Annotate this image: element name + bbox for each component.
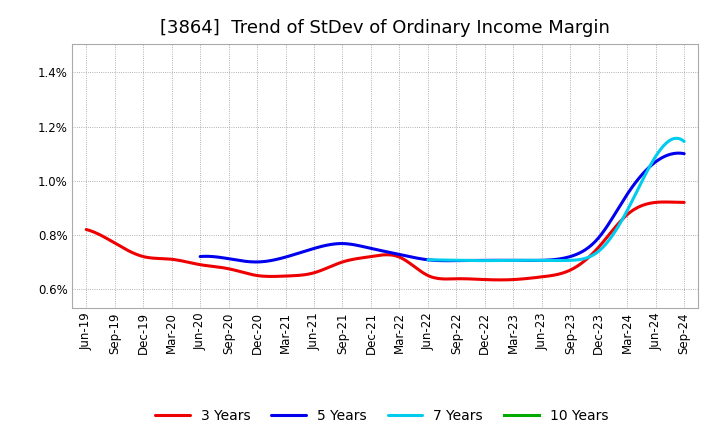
7 Years <box>672 136 681 141</box>
5 Years <box>196 254 204 259</box>
7 Years <box>577 257 585 262</box>
7 Years <box>640 173 649 178</box>
7 Years <box>425 257 433 262</box>
3 Years <box>436 276 444 281</box>
5 Years <box>636 174 645 179</box>
3 Years <box>496 277 505 282</box>
3 Years <box>84 227 93 233</box>
Line: 5 Years: 5 Years <box>200 153 684 262</box>
5 Years <box>675 150 683 156</box>
5 Years <box>494 258 503 263</box>
5 Years <box>253 259 261 264</box>
7 Years <box>423 257 432 262</box>
5 Years <box>197 254 206 259</box>
3 Years <box>588 251 596 257</box>
3 Years <box>448 276 456 282</box>
7 Years <box>657 146 665 151</box>
3 Years <box>438 276 446 282</box>
Title: [3864]  Trend of StDev of Ordinary Income Margin: [3864] Trend of StDev of Ordinary Income… <box>161 19 610 37</box>
3 Years <box>82 227 91 232</box>
7 Years <box>581 256 590 261</box>
Line: 7 Years: 7 Years <box>428 138 684 260</box>
5 Years <box>606 220 614 225</box>
5 Years <box>680 151 688 156</box>
5 Years <box>484 258 492 263</box>
7 Years <box>576 257 585 262</box>
3 Years <box>660 199 668 205</box>
3 Years <box>680 200 688 205</box>
5 Years <box>485 258 494 263</box>
7 Years <box>680 139 688 144</box>
Line: 3 Years: 3 Years <box>86 202 684 280</box>
3 Years <box>626 209 634 215</box>
Legend: 3 Years, 5 Years, 7 Years, 10 Years: 3 Years, 5 Years, 7 Years, 10 Years <box>150 403 613 429</box>
7 Years <box>478 258 487 263</box>
